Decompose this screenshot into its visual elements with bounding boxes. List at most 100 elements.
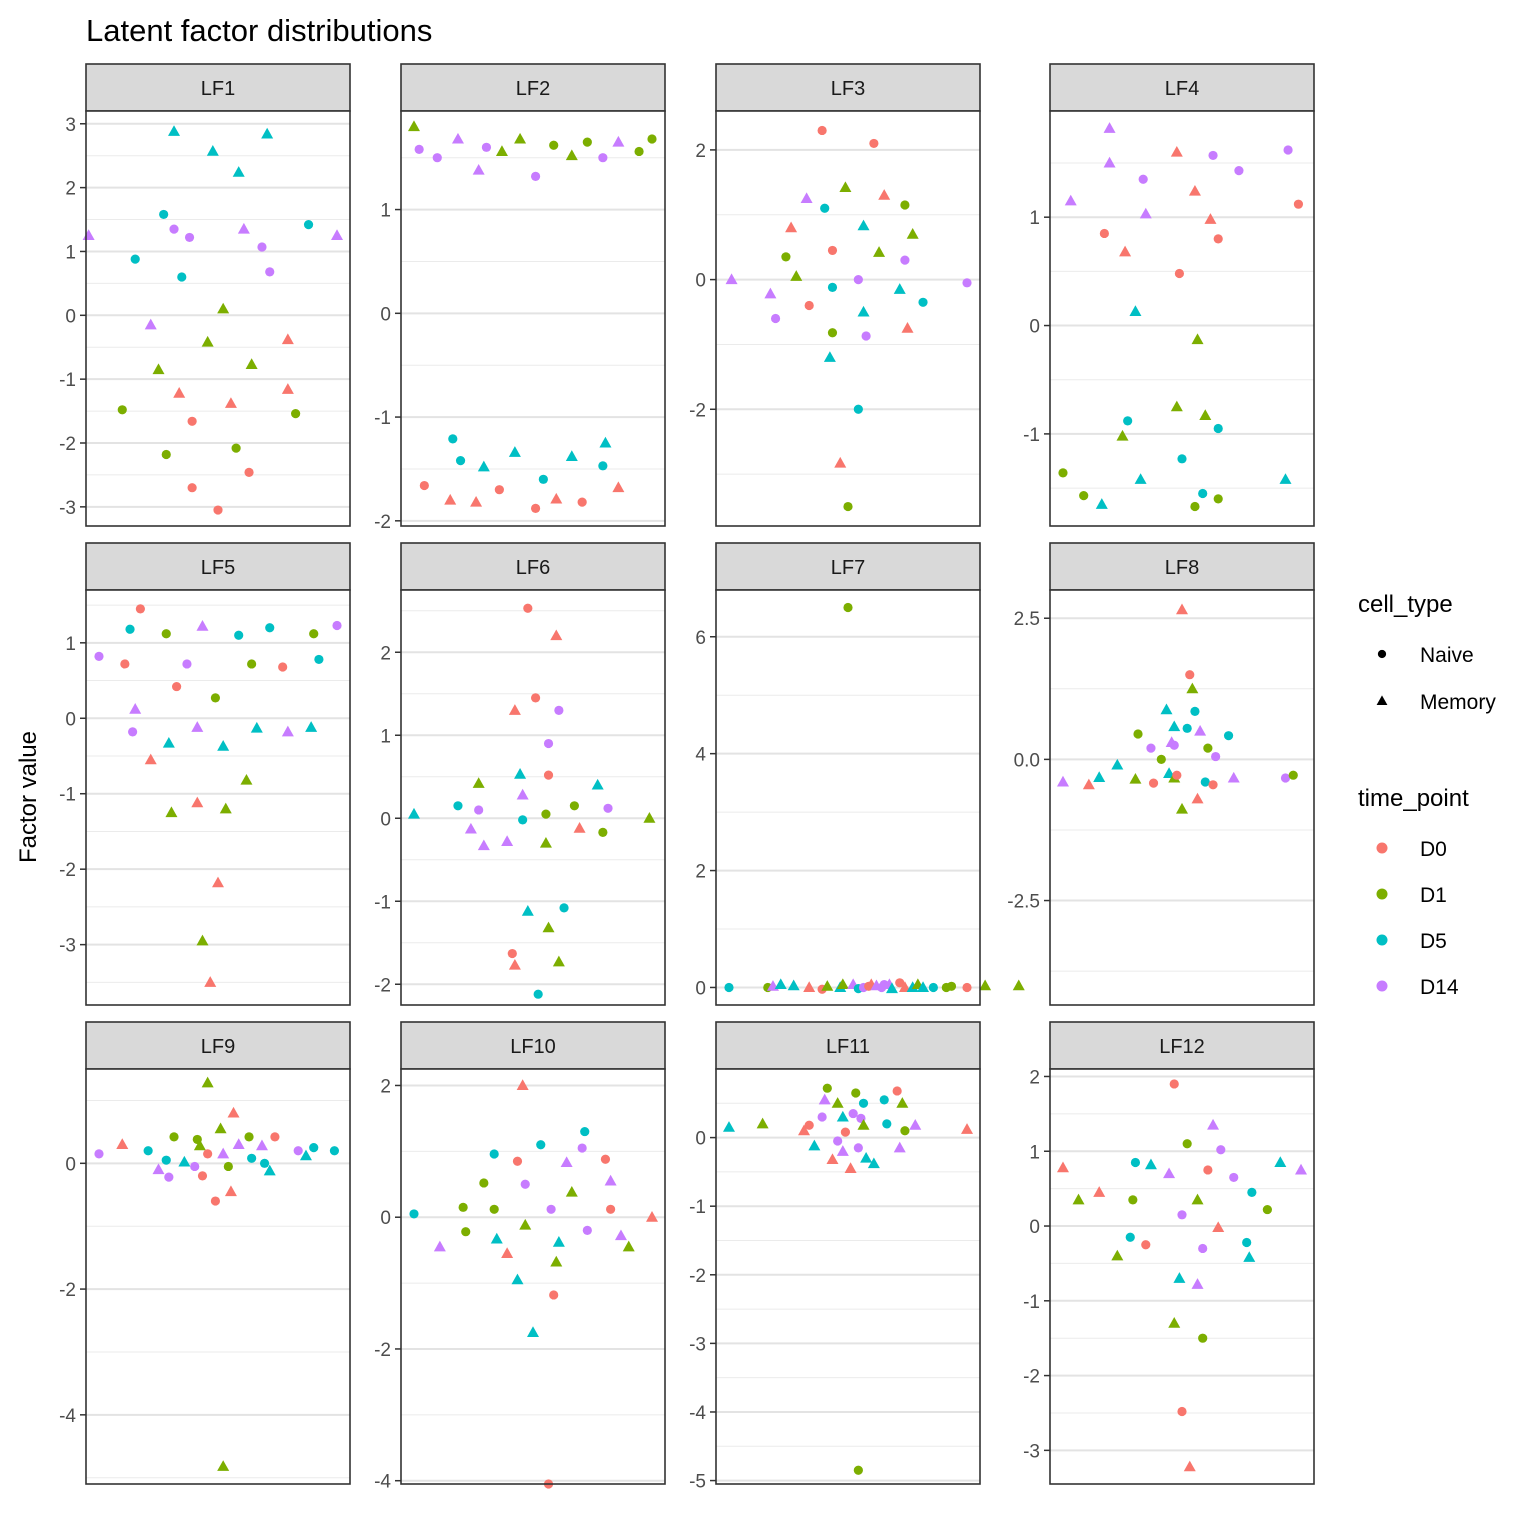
data-point — [489, 1204, 499, 1214]
y-tick-label: 0 — [1029, 317, 1040, 338]
data-point — [309, 629, 319, 639]
data-point — [1169, 740, 1179, 750]
data-point — [1058, 468, 1068, 478]
y-tick-label: -3 — [59, 936, 76, 957]
data-point — [1163, 767, 1176, 779]
data-point — [1200, 777, 1210, 787]
data-point — [878, 189, 891, 200]
data-point — [861, 331, 871, 341]
y-tick-label: -3 — [59, 498, 76, 519]
data-point — [1211, 751, 1221, 762]
data-point — [798, 1124, 811, 1136]
data-point — [521, 905, 534, 916]
data-point — [1198, 1243, 1208, 1254]
data-point — [407, 120, 420, 132]
data-point — [1139, 207, 1152, 219]
data-point — [906, 228, 919, 239]
data-point — [1243, 1251, 1256, 1262]
facet-strip-label: LF2 — [516, 78, 550, 100]
data-point — [314, 654, 324, 665]
data-point — [128, 727, 138, 737]
y-tick-label: -2 — [59, 860, 76, 881]
facet-strip — [85, 1021, 351, 1070]
data-point — [144, 318, 157, 330]
data-point — [255, 1139, 268, 1151]
facet-strip-label: LF10 — [510, 1036, 556, 1058]
data-point — [501, 1247, 514, 1258]
data-point — [1183, 1460, 1196, 1472]
y-tick-label: 0 — [65, 1154, 76, 1175]
data-point — [299, 1149, 312, 1161]
data-point — [879, 1095, 889, 1105]
data-point — [1160, 703, 1173, 715]
facet-strip — [1049, 63, 1315, 112]
data-point — [1148, 778, 1159, 788]
data-point — [1288, 770, 1298, 780]
data-point — [217, 739, 230, 751]
data-point — [857, 1119, 870, 1130]
data-point — [612, 135, 625, 147]
data-point — [527, 1326, 539, 1337]
data-point — [481, 142, 492, 152]
data-point — [565, 1185, 578, 1197]
data-point — [231, 443, 241, 453]
data-point — [1213, 494, 1223, 504]
y-tick-label: -4 — [59, 1406, 76, 1427]
data-point — [900, 200, 910, 210]
data-point — [1119, 245, 1132, 257]
data-point — [451, 132, 464, 144]
data-point — [472, 163, 485, 175]
data-point — [458, 1202, 468, 1212]
data-point — [565, 149, 578, 161]
data-point — [844, 1162, 857, 1173]
data-point — [901, 322, 914, 333]
data-point — [1212, 1221, 1225, 1233]
data-point — [822, 1083, 832, 1093]
legend-key-naive — [1377, 649, 1387, 659]
data-point — [187, 483, 197, 493]
data-point — [823, 351, 836, 362]
data-point — [1177, 454, 1187, 464]
data-point — [212, 876, 224, 888]
data-point — [444, 493, 457, 505]
data-point — [217, 1460, 230, 1471]
data-point — [1093, 1186, 1106, 1197]
data-point — [329, 1146, 340, 1156]
data-point — [232, 166, 245, 177]
data-point — [764, 287, 777, 299]
y-tick-label: 0 — [380, 809, 391, 830]
data-point — [407, 807, 420, 819]
legend-items: Naive Memory D0 D1 D5 D14 — [1376, 644, 1496, 999]
y-tick-label: 1 — [380, 726, 391, 747]
facet-strip-label: LF8 — [1165, 557, 1199, 579]
data-point — [455, 456, 466, 466]
data-point — [1163, 1167, 1176, 1179]
facet-lf5: LF5 1 0 -1 -2 -3 — [59, 542, 351, 1006]
data-point — [895, 978, 905, 988]
y-tick-label: 0 — [1029, 1217, 1040, 1238]
facet-points — [94, 604, 342, 987]
data-point — [1177, 1210, 1187, 1220]
data-point — [546, 1204, 556, 1214]
data-point — [1133, 729, 1143, 739]
data-point — [210, 693, 221, 703]
data-point — [803, 981, 816, 992]
data-point — [206, 145, 219, 156]
data-point — [1188, 184, 1201, 196]
facet-panel-border — [85, 1068, 351, 1485]
data-point — [178, 1155, 191, 1167]
data-point — [869, 138, 879, 149]
facet-strip-label: LF6 — [516, 557, 550, 579]
y-tick-label: 0 — [380, 1208, 391, 1229]
facet-points — [724, 602, 1025, 994]
data-point — [129, 703, 142, 714]
data-point — [598, 461, 608, 471]
data-point — [622, 1240, 635, 1252]
y-tick-label: -1 — [1023, 1292, 1040, 1313]
y-tick-label: -5 — [689, 1472, 706, 1493]
y-tick-label: -2 — [1023, 1367, 1040, 1388]
data-point — [873, 246, 886, 257]
data-point — [843, 602, 853, 613]
data-point — [293, 1146, 303, 1156]
